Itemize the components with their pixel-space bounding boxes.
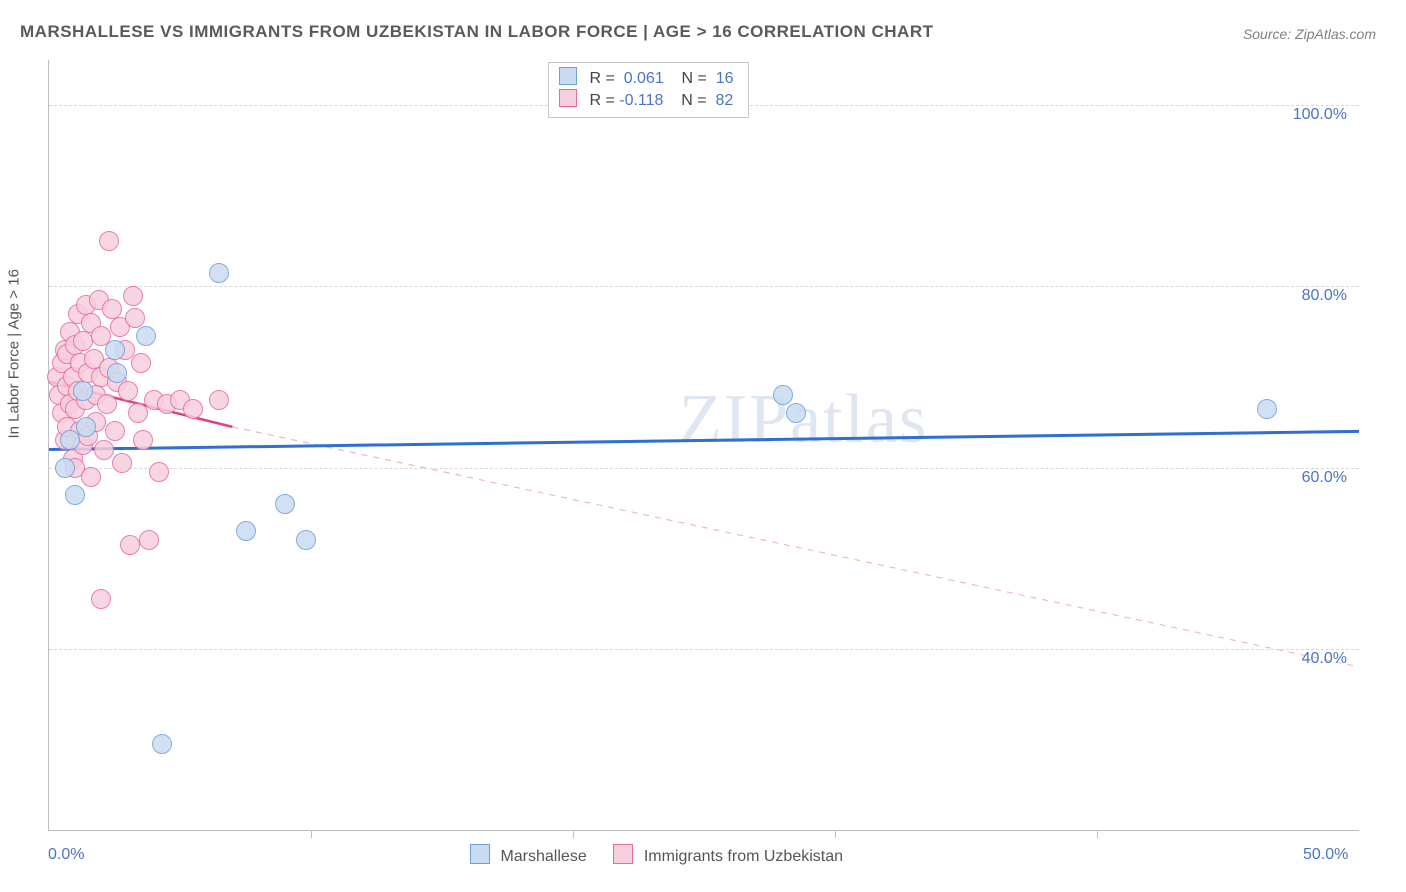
scatter-point <box>105 421 125 441</box>
chart-title: MARSHALLESE VS IMMIGRANTS FROM UZBEKISTA… <box>20 22 933 42</box>
y-tick-label: 60.0% <box>1302 469 1347 487</box>
scatter-point <box>136 326 156 346</box>
legend-label-pink: Immigrants from Uzbekistan <box>644 848 843 865</box>
scatter-point <box>55 458 75 478</box>
n-value-blue: 16 <box>716 70 734 87</box>
x-tick-label: 0.0% <box>48 846 84 864</box>
scatter-point <box>139 530 159 550</box>
scatter-point <box>209 263 229 283</box>
legend-swatch-pink <box>613 844 633 864</box>
scatter-point <box>123 286 143 306</box>
swatch-blue <box>559 67 577 85</box>
y-tick-label: 40.0% <box>1302 650 1347 668</box>
scatter-point <box>73 331 93 351</box>
stats-row-pink: R = -0.118 N = 82 <box>559 89 734 111</box>
scatter-point <box>107 363 127 383</box>
source-label: Source: ZipAtlas.com <box>1243 26 1376 42</box>
legend-label-blue: Marshallese <box>500 848 586 865</box>
stats-box: R = 0.061 N = 16 R = -0.118 N = 82 <box>548 62 749 118</box>
scatter-point <box>60 430 80 450</box>
scatter-point <box>105 340 125 360</box>
gridline-h <box>49 286 1359 287</box>
n-value-pink: 82 <box>715 92 733 109</box>
r-value-pink: -0.118 <box>619 92 663 109</box>
scatter-point <box>99 231 119 251</box>
scatter-point <box>152 734 172 754</box>
x-minor-tick <box>573 830 574 838</box>
scatter-point <box>131 353 151 373</box>
bottom-legend: Marshallese Immigrants from Uzbekistan <box>470 844 843 866</box>
scatter-point <box>125 308 145 328</box>
x-minor-tick <box>1097 830 1098 838</box>
scatter-point <box>275 494 295 514</box>
scatter-point <box>97 394 117 414</box>
x-tick-label: 50.0% <box>1303 846 1348 864</box>
y-axis-label: In Labor Force | Age > 16 <box>6 269 23 438</box>
scatter-point <box>73 381 93 401</box>
scatter-point <box>183 399 203 419</box>
r-value-blue: 0.061 <box>624 70 664 87</box>
gridline-h <box>49 649 1359 650</box>
scatter-point <box>786 403 806 423</box>
trend-lines-layer <box>49 60 1359 830</box>
scatter-point <box>773 385 793 405</box>
scatter-point <box>133 430 153 450</box>
y-tick-label: 80.0% <box>1302 287 1347 305</box>
scatter-point <box>120 535 140 555</box>
scatter-point <box>296 530 316 550</box>
gridline-h <box>49 468 1359 469</box>
x-minor-tick <box>835 830 836 838</box>
scatter-point <box>128 403 148 423</box>
scatter-point <box>65 485 85 505</box>
scatter-point <box>1257 399 1277 419</box>
scatter-point <box>209 390 229 410</box>
scatter-point <box>102 299 122 319</box>
scatter-point <box>81 467 101 487</box>
stats-row-blue: R = 0.061 N = 16 <box>559 67 734 89</box>
watermark: ZIPatlas <box>679 380 928 460</box>
plot-area: ZIPatlas 40.0% 60.0% 80.0% 100.0% <box>48 60 1359 831</box>
scatter-point <box>91 589 111 609</box>
legend-swatch-blue <box>470 844 490 864</box>
x-minor-tick <box>311 830 312 838</box>
scatter-point <box>76 417 96 437</box>
scatter-point <box>118 381 138 401</box>
scatter-point <box>112 453 132 473</box>
trend-line <box>232 427 1359 667</box>
y-tick-label: 100.0% <box>1293 106 1347 124</box>
trend-line <box>49 431 1359 449</box>
scatter-point <box>236 521 256 541</box>
scatter-point <box>94 440 114 460</box>
scatter-point <box>149 462 169 482</box>
swatch-pink <box>559 89 577 107</box>
